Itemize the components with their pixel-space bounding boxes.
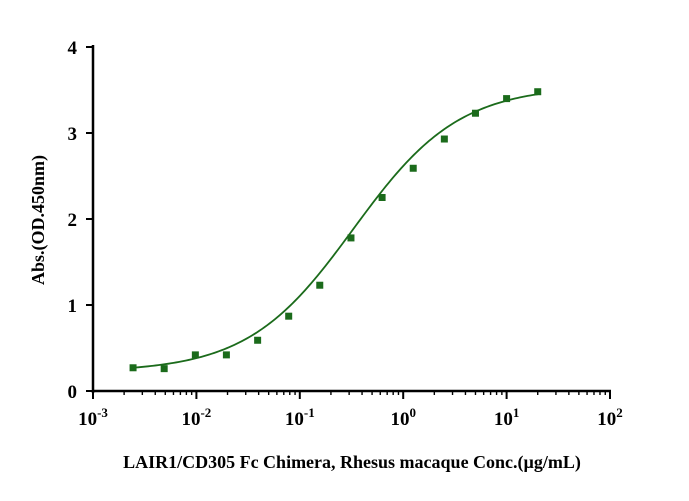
data-point (409, 164, 417, 172)
data-point (129, 364, 137, 372)
y-axis-title: Abs.(OD.450nm) (28, 155, 49, 285)
data-point (191, 351, 199, 359)
y-tick-label: 3 (68, 124, 78, 145)
y-tick-label: 4 (68, 38, 78, 59)
x-tick-label: 102 (597, 405, 623, 430)
y-tick-label: 2 (68, 210, 78, 231)
x-tick-label: 100 (390, 405, 416, 430)
data-point (471, 109, 479, 117)
data-point (534, 88, 542, 96)
data-point (440, 135, 448, 143)
y-tick-label: 1 (68, 296, 78, 317)
data-point (160, 365, 168, 373)
x-tick-label: 10-1 (285, 405, 315, 430)
x-tick-label: 10-3 (78, 405, 108, 430)
data-point (285, 312, 293, 320)
y-tick-label: 0 (68, 382, 78, 403)
data-point (503, 95, 511, 103)
data-points (129, 88, 542, 373)
data-point (254, 336, 262, 344)
fit-curve (132, 93, 538, 369)
x-axis-title: LAIR1/CD305 Fc Chimera, Rhesus macaque C… (123, 452, 581, 473)
x-tick-label: 10-2 (181, 405, 211, 430)
data-point (347, 234, 355, 242)
axes: 0 1 2 3 4 10-3 10-2 10-1 100 101 102 (68, 38, 623, 430)
data-point (316, 281, 324, 289)
data-point (222, 351, 230, 359)
data-point (378, 194, 386, 201)
x-tick-label: 101 (494, 405, 519, 430)
